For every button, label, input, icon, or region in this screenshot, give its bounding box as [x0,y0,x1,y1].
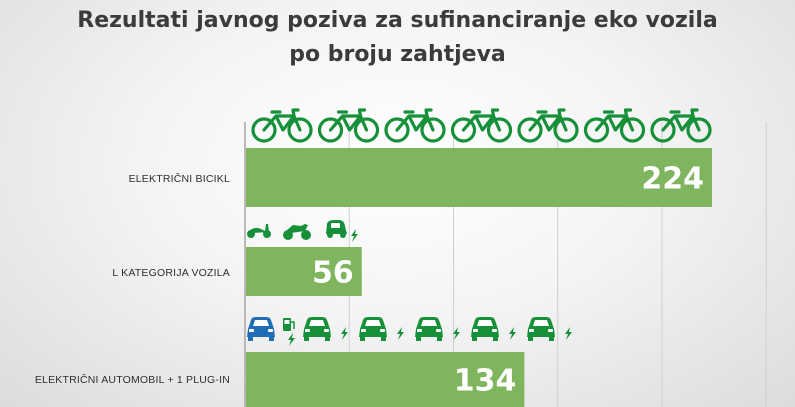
bicycle-icon [583,108,646,143]
bar [246,247,362,296]
bicycle-icon [384,108,446,143]
charging-bolt-icon [288,333,295,346]
scooter-icon [247,224,271,238]
category-label: ELEKTRIČNI AUTOMOBIL + 1 PLUG-IN [35,373,230,386]
bicycle-icon [450,108,513,143]
bicycle-icon [517,108,579,143]
motorcycle-icon [283,224,311,240]
bicycle-icon [650,108,712,143]
charging-bolt-icon [341,327,348,340]
electric-car-icon [303,317,331,341]
category-label: ELEKTRIČNI BICIKL [129,172,230,185]
category-icons [247,108,712,346]
bicycle-icon [251,108,313,143]
charging-station-icon [283,318,295,331]
category-label: L KATEGORIJA VOZILA [112,267,230,279]
charging-bolt-icon [509,327,516,340]
data-label: 224 [641,162,704,197]
chart-title: Rezultati javnog poziva za sufinanciranj… [0,4,795,72]
charging-bolt-icon [351,229,358,242]
charging-bolt-icon [565,327,572,340]
electric-car-icon [471,317,499,341]
chart-title-line-1: Rezultati javnog poziva za sufinanciranj… [77,8,718,33]
plug-in-car-icon [247,317,275,341]
electric-car-icon [527,317,555,341]
bicycle-icon [317,108,380,143]
bars [246,148,712,407]
microcar-icon [326,220,347,238]
charging-bolt-icon [397,327,404,340]
data-label: 134 [454,364,517,399]
electric-car-icon [415,317,443,341]
bar [246,352,525,407]
charging-bolt-icon [453,327,460,340]
data-label: 56 [312,256,354,291]
bar [246,148,712,207]
electric-car-icon [359,317,387,341]
chart-title-line-2: po broju zahtjeva [289,42,506,67]
